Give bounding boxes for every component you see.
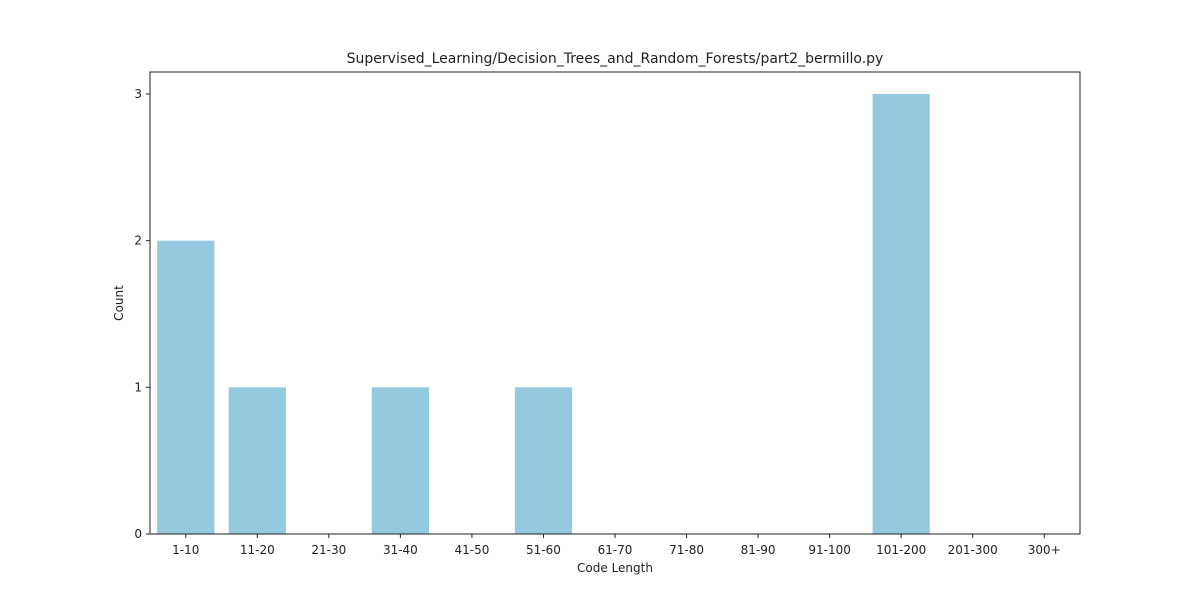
x-tick-label: 61-70 xyxy=(598,543,633,557)
bars-group xyxy=(157,94,930,534)
bar-51-60 xyxy=(514,387,573,534)
x-axis-label: Code Length xyxy=(577,561,653,575)
x-tick-label: 300+ xyxy=(1028,543,1061,557)
y-axis-ticks: 0 1 2 3 xyxy=(134,87,150,541)
bar-101-200 xyxy=(872,94,930,534)
x-tick-label: 81-90 xyxy=(741,543,776,557)
bar-1-10 xyxy=(157,240,215,534)
x-tick-label: 41-50 xyxy=(454,543,489,557)
y-axis-label: Count xyxy=(112,285,126,321)
x-tick-label: 31-40 xyxy=(383,543,418,557)
bar-31-40 xyxy=(371,387,429,534)
chart-title: Supervised_Learning/Decision_Trees_and_R… xyxy=(347,51,884,67)
x-tick-label: 91-100 xyxy=(808,543,851,557)
x-tick-label: 51-60 xyxy=(526,543,561,557)
y-tick-label: 3 xyxy=(134,87,142,101)
x-tick-label: 101-200 xyxy=(876,543,926,557)
y-tick-label: 2 xyxy=(134,234,142,248)
x-tick-label: 21-30 xyxy=(311,543,346,557)
x-axis-ticks: 1-10 11-20 21-30 31-40 41-50 51-60 61-70 71-80 8… xyxy=(172,534,1061,557)
plot-frame xyxy=(149,71,1081,535)
y-tick-label: 0 xyxy=(134,527,142,541)
x-tick-label: 71-80 xyxy=(669,543,704,557)
y-tick-label: 1 xyxy=(134,380,142,394)
bar-11-20 xyxy=(228,387,286,534)
x-tick-label: 201-300 xyxy=(948,543,998,557)
x-tick-label: 11-20 xyxy=(240,543,275,557)
x-tick-label: 1-10 xyxy=(172,543,199,557)
